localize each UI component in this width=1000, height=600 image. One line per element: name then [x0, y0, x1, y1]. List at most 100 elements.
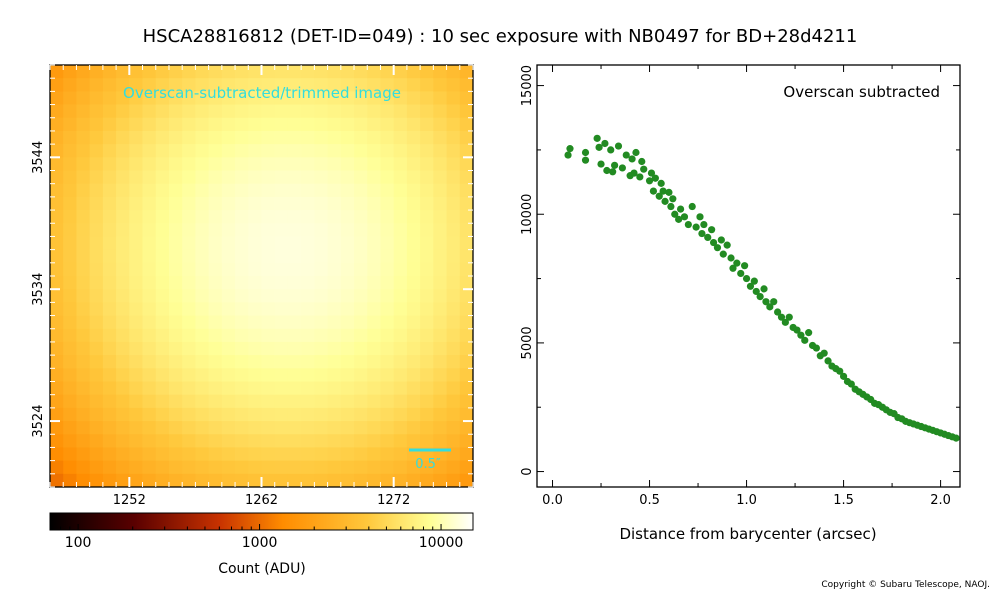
heatmap-cell	[221, 355, 236, 369]
data-point	[636, 173, 644, 181]
heatmap-cell	[406, 407, 421, 422]
heatmap-cell	[248, 473, 262, 488]
image-annotation: Overscan-subtracted/trimmed image	[123, 84, 401, 102]
heatmap-cell	[406, 236, 421, 251]
heatmap-cell	[274, 341, 289, 356]
heatmap-cell	[446, 117, 461, 132]
heatmap-cell	[248, 130, 262, 145]
heatmap-cell	[195, 407, 210, 422]
data-point	[659, 187, 667, 195]
heatmap-cell	[314, 407, 328, 422]
heatmap-cell	[208, 262, 223, 277]
heatmap-cell	[274, 302, 289, 316]
heatmap-cell	[459, 170, 474, 185]
heatmap-cell	[459, 249, 474, 264]
data-point	[766, 303, 774, 311]
heatmap-cell	[235, 381, 249, 396]
heatmap-cell	[420, 117, 434, 132]
heatmap-cell	[155, 262, 170, 277]
heatmap-cell	[406, 289, 421, 303]
heatmap-cell	[182, 144, 196, 158]
heatmap-cell	[380, 130, 395, 145]
heatmap-cell	[168, 65, 183, 79]
heatmap-cell	[116, 65, 130, 79]
heatmap-cell	[459, 196, 474, 211]
heatmap-cell	[380, 249, 395, 264]
heatmap-cell	[63, 249, 77, 264]
heatmap-cell	[76, 170, 91, 185]
y-tick-label: 10000	[520, 194, 535, 235]
heatmap-cell	[314, 328, 328, 343]
heatmap-cell	[142, 65, 157, 79]
heatmap-cell	[221, 130, 236, 145]
heatmap-cell	[129, 104, 143, 119]
heatmap-cell	[340, 262, 355, 277]
heatmap-cell	[182, 262, 196, 277]
heatmap-cell	[142, 183, 157, 198]
data-point	[696, 213, 704, 221]
heatmap-cell	[433, 368, 447, 382]
heatmap-cell	[433, 117, 447, 132]
heatmap-cell	[89, 144, 104, 158]
heatmap-cell	[433, 407, 447, 422]
heatmap-cell	[235, 183, 249, 198]
heatmap-cell	[208, 302, 223, 316]
heatmap-cell	[261, 302, 276, 316]
heatmap-cell	[50, 302, 64, 316]
heatmap-cell	[195, 355, 210, 369]
heatmap-cell	[195, 104, 210, 119]
heatmap-cell	[420, 302, 434, 316]
heatmap-cell	[354, 144, 368, 158]
heatmap-cell	[367, 249, 381, 264]
heatmap-cell	[393, 144, 408, 158]
heatmap-cell	[102, 196, 117, 211]
heatmap-cell	[459, 104, 474, 119]
heatmap-cell	[235, 473, 249, 488]
heatmap-cell	[354, 302, 368, 316]
heatmap-cell	[354, 157, 368, 171]
heatmap-cell	[380, 196, 395, 211]
heatmap-cell	[182, 276, 196, 290]
heatmap-cell	[301, 276, 315, 290]
heatmap-cell	[354, 355, 368, 369]
heatmap-cell	[129, 341, 143, 356]
heatmap-cell	[459, 236, 474, 251]
heatmap-cell	[261, 223, 276, 237]
heatmap-cell	[168, 130, 183, 145]
data-point	[839, 372, 848, 380]
y-tick-label: 3524	[31, 405, 46, 438]
heatmap-cell	[129, 91, 143, 105]
heatmap-cell	[50, 65, 64, 79]
heatmap-cell	[63, 276, 77, 290]
heatmap-cell	[195, 223, 210, 237]
heatmap-cell	[221, 381, 236, 396]
heatmap-cell	[393, 91, 408, 105]
heatmap-cell	[116, 328, 130, 343]
heatmap-cell	[354, 341, 368, 356]
heatmap-cell	[168, 196, 183, 211]
heatmap-cell	[76, 65, 91, 79]
heatmap-cell	[261, 355, 276, 369]
heatmap-cell	[142, 315, 157, 330]
heatmap-cell	[446, 473, 461, 488]
heatmap-cell	[420, 104, 434, 119]
heatmap-cell	[327, 236, 342, 251]
heatmap-cell	[433, 473, 447, 488]
heatmap-cell	[195, 196, 210, 211]
data-point	[760, 285, 768, 293]
heatmap-cell	[301, 315, 315, 330]
heatmap-cell	[102, 183, 117, 198]
heatmap-cell	[142, 144, 157, 158]
heatmap-cell	[287, 91, 302, 105]
heatmap-cell	[248, 355, 262, 369]
heatmap-cell	[287, 434, 302, 448]
heatmap-cell	[459, 381, 474, 396]
heatmap-cell	[182, 78, 196, 92]
heatmap-cell	[155, 196, 170, 211]
heatmap-cell	[248, 65, 262, 79]
heatmap-cell	[221, 289, 236, 303]
heatmap-cell	[155, 460, 170, 475]
heatmap-cell	[89, 381, 104, 396]
heatmap-cell	[354, 262, 368, 277]
data-point	[603, 166, 611, 175]
